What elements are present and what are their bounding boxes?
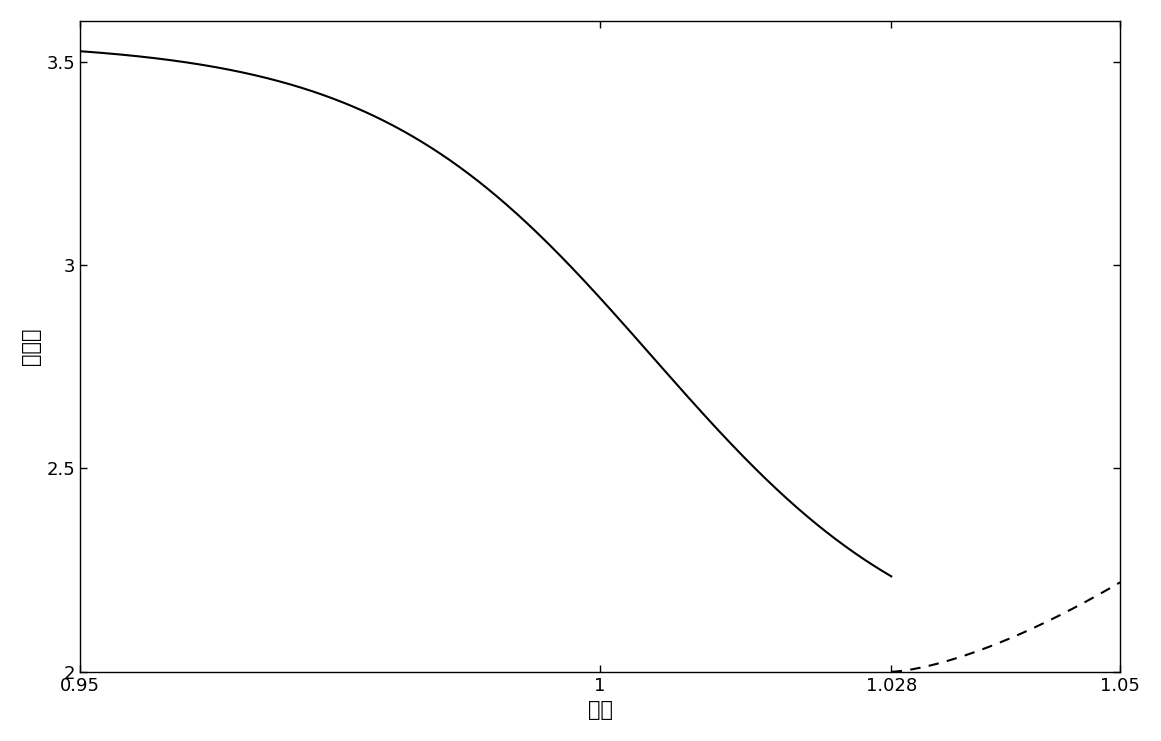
Y-axis label: 峢度値: 峢度値 [21,328,41,365]
X-axis label: 权値: 权値 [587,700,613,720]
